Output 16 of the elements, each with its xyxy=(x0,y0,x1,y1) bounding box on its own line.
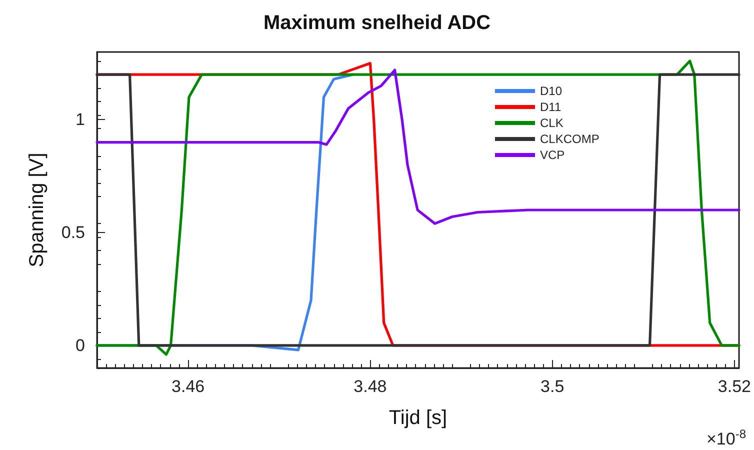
legend-label: CLK xyxy=(540,116,564,130)
line-series xyxy=(96,68,740,225)
x-tick-label: 3.52 xyxy=(718,377,752,396)
x-tick-label: 3.5 xyxy=(540,377,564,396)
y-tick-label: 0.5 xyxy=(61,223,85,242)
x-tick-label: 3.46 xyxy=(172,377,205,396)
chart-title: Maximum snelheid ADC xyxy=(263,12,491,34)
legend-label: VCP xyxy=(540,148,565,162)
y-axis-title: Spanning [V] xyxy=(26,152,48,268)
legend-label: CLKCOMP xyxy=(540,132,600,146)
x-axis-title: Tijd [s] xyxy=(388,407,448,429)
legend-label: D11 xyxy=(540,100,562,114)
legend-label: D10 xyxy=(540,84,562,98)
y-tick-label: 0 xyxy=(76,336,85,355)
x-tick-label: 3.48 xyxy=(354,377,387,396)
y-tick-label: 1 xyxy=(76,110,85,130)
